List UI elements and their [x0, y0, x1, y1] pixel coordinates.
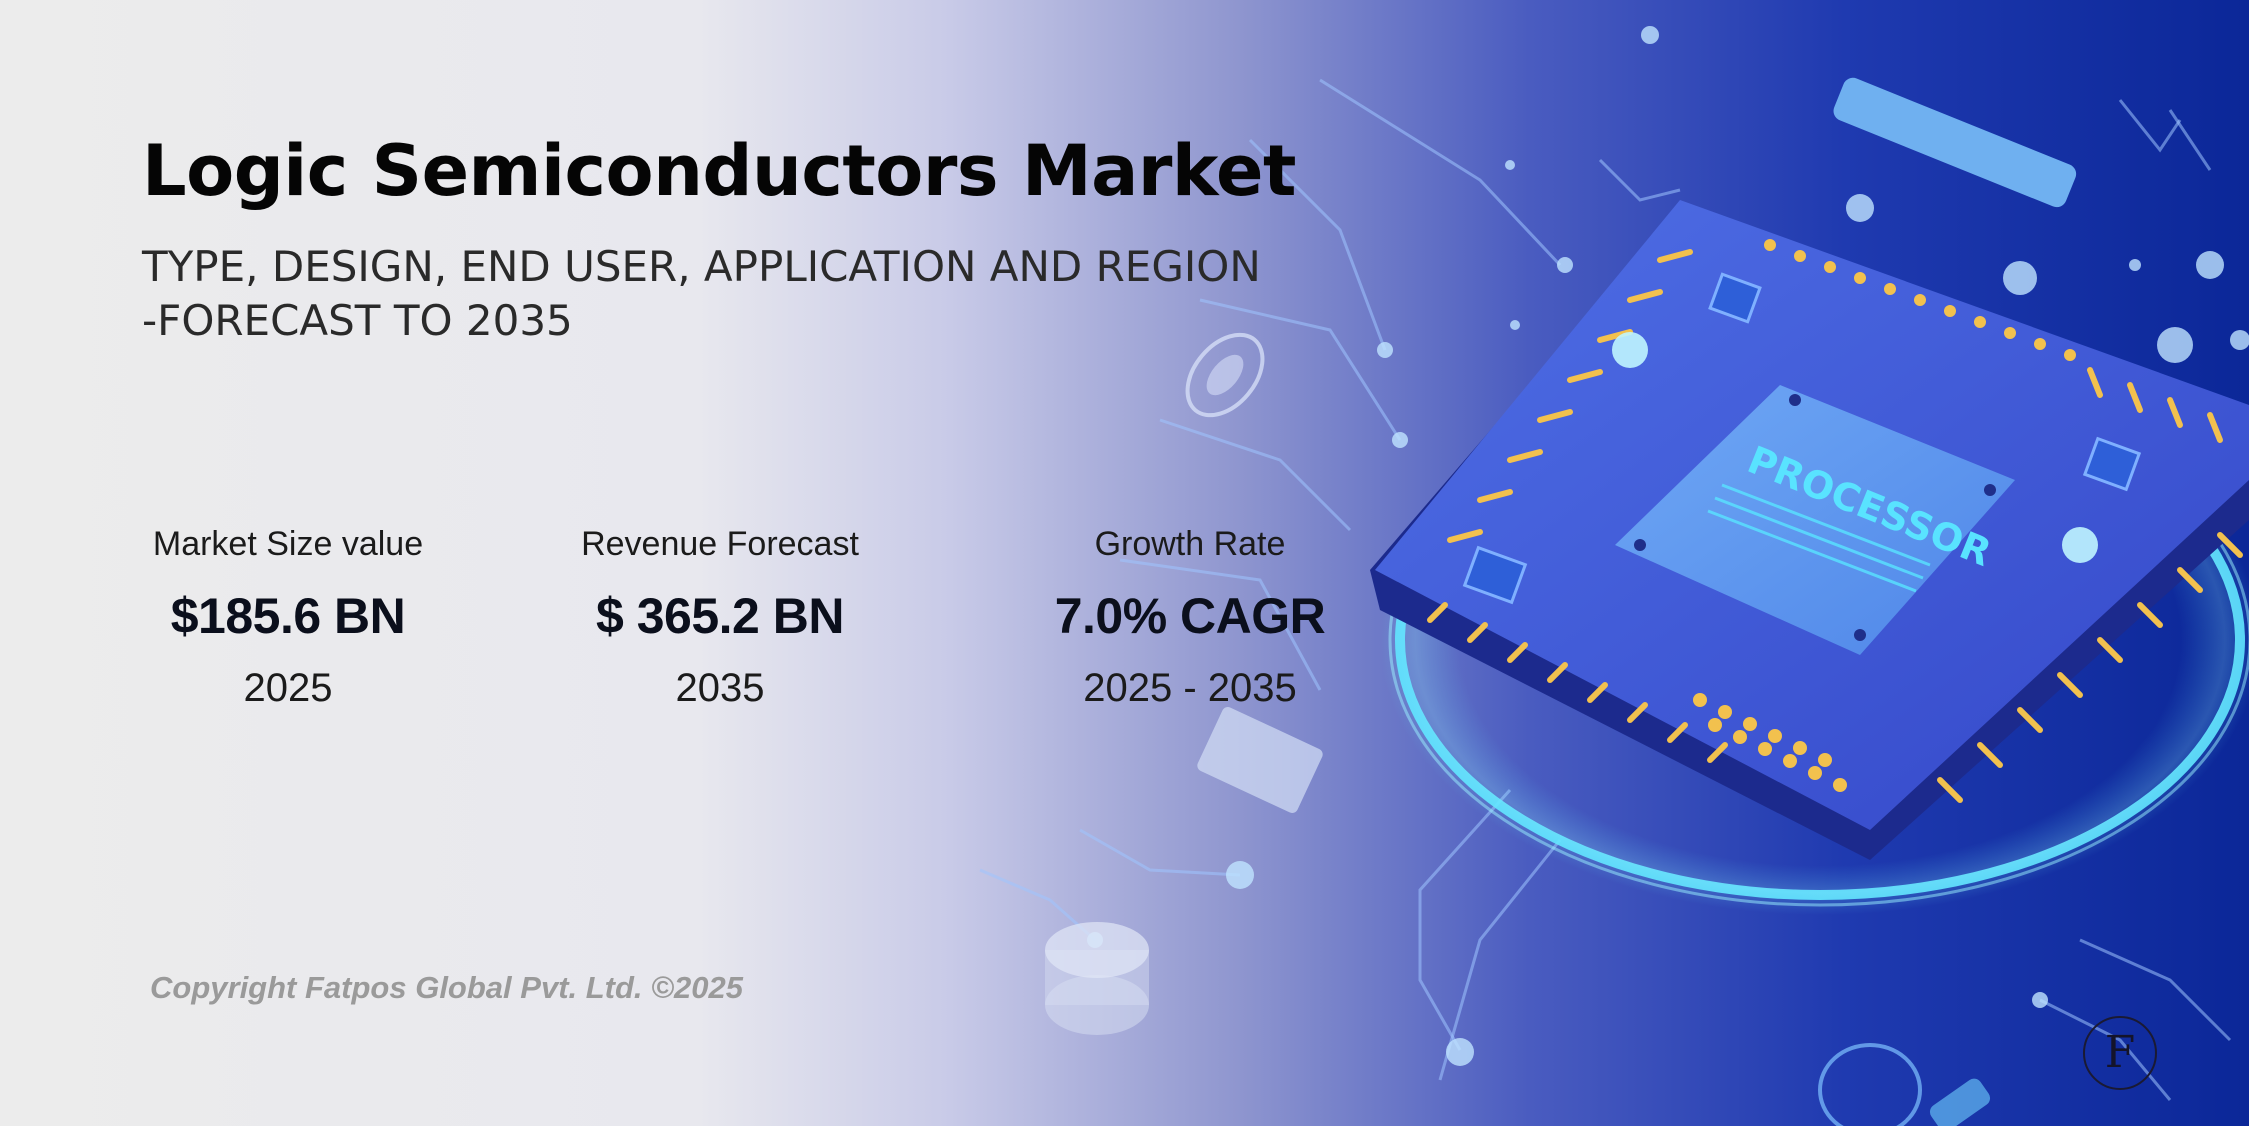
stat-label: Revenue Forecast: [581, 525, 859, 563]
stat-value: $ 365.2 BN: [596, 588, 844, 644]
subtitle-line-2: -FORECAST TO 2035: [142, 296, 573, 345]
chip-pins: [1427, 249, 2243, 803]
decorative-components: [1045, 77, 2077, 1126]
stat-year: 2025: [243, 666, 333, 710]
stat-year: 2035: [675, 666, 765, 710]
page-subtitle: TYPE, DESIGN, END USER, APPLICATION AND …: [142, 240, 1292, 348]
stat-label: Market Size value: [152, 525, 424, 563]
page-title: Logic Semiconductors Market: [142, 130, 1296, 212]
brand-logo: F: [2083, 1016, 2157, 1090]
stat-market-size: Market Size value $185.6 BN 2025: [138, 520, 438, 716]
stat-label: Growth Rate: [1094, 525, 1286, 563]
copyright-notice: Copyright Fatpos Global Pvt. Ltd. ©2025: [150, 970, 743, 1005]
subtitle-line-1: TYPE, DESIGN, END USER, APPLICATION AND …: [142, 242, 1261, 291]
stat-value: 7.0% CAGR: [1054, 588, 1326, 644]
chip-solder-dots: [1693, 239, 2076, 792]
processor-chip: PROCESSOR: [1370, 200, 2249, 860]
stat-value: $185.6 BN: [170, 588, 406, 644]
stat-revenue-forecast: Revenue Forecast $ 365.2 BN 2035: [570, 520, 870, 716]
stat-year: 2025 - 2035: [1083, 666, 1297, 710]
stat-growth-rate: Growth Rate 7.0% CAGR 2025 - 2035: [1040, 520, 1340, 716]
